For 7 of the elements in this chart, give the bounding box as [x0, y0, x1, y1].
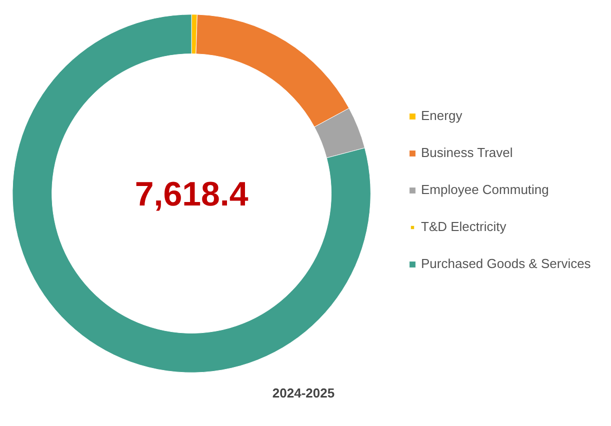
legend-label: Purchased Goods & Services: [421, 256, 591, 271]
legend-label: Business Travel: [421, 145, 513, 160]
text: 7,618.4: [134, 176, 248, 214]
text: 2024-2025: [272, 386, 335, 400]
legend-label: T&D Electricity: [421, 219, 506, 234]
legend-label: Energy: [421, 108, 462, 123]
legend-label: Employee Commuting: [421, 182, 549, 197]
